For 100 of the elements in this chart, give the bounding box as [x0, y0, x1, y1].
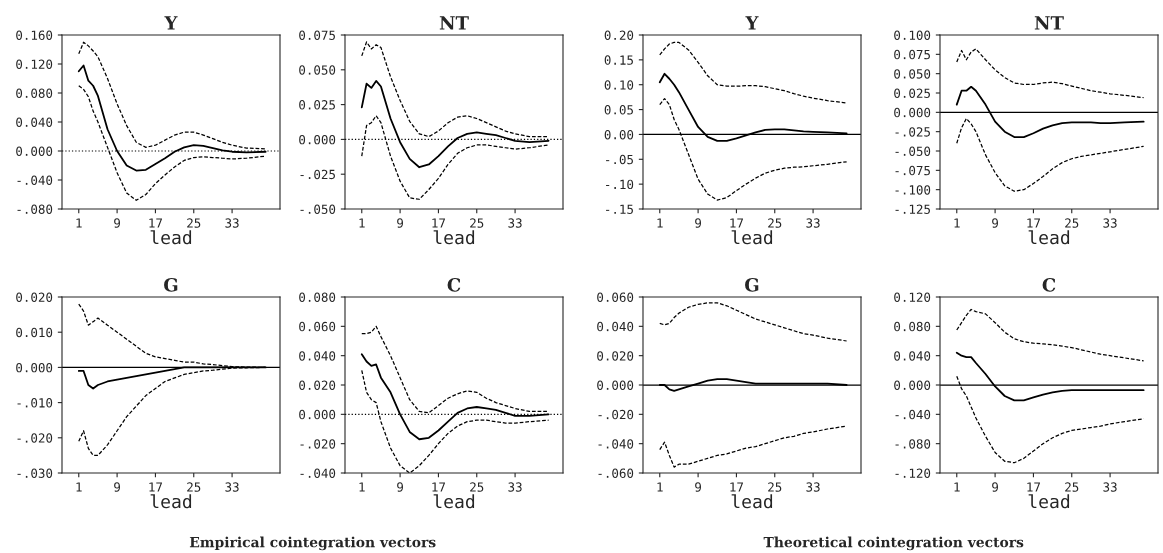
chart-title: Y [164, 16, 178, 30]
y-tick-label: 0.040 [597, 321, 634, 332]
x-tick-label: 17 [730, 218, 744, 228]
x-tick-label: 33 [508, 482, 522, 492]
x-tick-label: 17 [1027, 482, 1041, 492]
x-tick-label: 25 [470, 482, 484, 492]
y-tick-label: 0.20 [604, 30, 634, 40]
x-tick-label: 17 [149, 218, 163, 228]
y-tick-label: 0.120 [16, 59, 53, 69]
y-tick-label: 0.025 [299, 100, 335, 110]
y-tick-label: -.025 [300, 169, 335, 180]
y-tick-label: -.040 [300, 468, 336, 478]
y-tick-label: 0.075 [299, 30, 335, 40]
chart-title: C [1042, 278, 1056, 292]
chart-title: C [447, 278, 461, 292]
x-tick-label: 25 [1065, 218, 1079, 228]
x-tick-label: 17 [432, 218, 446, 228]
y-tick-label: -.040 [17, 175, 53, 185]
x-tick-label: 1 [954, 482, 960, 492]
y-tick-label: 0.000 [16, 146, 53, 156]
x-tick-label: 25 [1065, 482, 1079, 492]
y-tick-label: 0.040 [894, 351, 931, 361]
y-tick-label: -.040 [895, 409, 931, 420]
text: Theoretical cointegration vectors [763, 536, 1024, 551]
y-tick-label: 0.160 [16, 30, 53, 40]
y-tick-label: 0.075 [894, 49, 930, 60]
y-tick-label: 0.000 [299, 409, 336, 420]
y-tick-label: 0.020 [299, 380, 336, 390]
chart-title: NT [439, 16, 469, 30]
y-tick-label: 0.000 [597, 380, 634, 390]
y-tick-label: -.075 [895, 165, 930, 176]
y-tick-label: -.10 [606, 179, 634, 190]
y-tick-label: -.025 [895, 127, 930, 137]
y-tick-label: -.060 [598, 468, 634, 478]
y-tick-label: -.020 [17, 433, 53, 443]
y-tick-label: 0.080 [894, 321, 931, 332]
y-tick-label: -.15 [606, 204, 633, 214]
x-tick-label: 33 [806, 482, 820, 492]
y-tick-label: 0.15 [604, 55, 633, 65]
x-tick-label: 9 [397, 218, 404, 228]
x-tick-label: 33 [225, 218, 239, 228]
x-tick-label: 1 [359, 482, 365, 492]
x-tick-label: 33 [1103, 482, 1117, 492]
y-tick-label: 0.000 [16, 362, 53, 373]
x-axis-title: lead [1028, 494, 1070, 509]
x-tick-label: 1 [657, 482, 663, 492]
y-tick-label: -.080 [17, 204, 53, 214]
y-tick-label: -.100 [895, 185, 931, 195]
x-tick-label: 9 [114, 482, 121, 492]
y-tick-label: 0.040 [16, 117, 53, 127]
x-tick-label: 25 [187, 482, 201, 492]
x-axis-title: lead [433, 494, 475, 509]
x-tick-label: 33 [1103, 218, 1117, 228]
y-tick-label: 0.050 [299, 65, 336, 75]
x-tick-label: 9 [695, 482, 702, 492]
x-tick-label: 33 [225, 482, 239, 492]
y-tick-label: 0.010 [16, 327, 53, 338]
y-tick-label: 0.000 [894, 380, 931, 390]
x-axis-title: lead [1028, 230, 1070, 245]
x-tick-label: 33 [806, 218, 820, 228]
x-tick-label: 1 [359, 218, 365, 228]
y-tick-label: -.120 [895, 468, 931, 478]
x-tick-label: 25 [187, 218, 201, 228]
x-tick-label: 17 [730, 482, 744, 492]
y-tick-label: 0.050 [894, 69, 931, 79]
y-tick-label: 0.000 [894, 107, 931, 118]
x-tick-label: 17 [1027, 218, 1041, 228]
x-tick-label: 33 [508, 218, 522, 228]
x-tick-label: 1 [954, 218, 960, 228]
x-tick-label: 1 [657, 218, 663, 228]
y-tick-label: -.125 [895, 204, 930, 214]
y-tick-label: -.020 [598, 409, 634, 420]
y-tick-label: -.010 [17, 398, 53, 408]
x-axis-title: lead [433, 230, 475, 245]
x-tick-label: 17 [432, 482, 446, 492]
y-tick-label: -.05 [606, 154, 633, 165]
x-tick-label: 25 [768, 482, 782, 492]
y-tick-label: -.080 [895, 439, 931, 449]
y-tick-label: 0.05 [604, 105, 633, 115]
chart-title: G [745, 278, 759, 292]
x-axis-title: lead [150, 230, 192, 245]
y-tick-label: -.040 [598, 439, 634, 449]
y-tick-label: 0.120 [894, 292, 931, 302]
x-tick-label: 25 [470, 218, 484, 228]
x-tick-label: 9 [992, 482, 999, 492]
y-tick-label: -.050 [300, 204, 336, 214]
y-tick-label: -.030 [17, 468, 53, 478]
x-tick-label: 9 [695, 218, 702, 228]
x-axis-title: lead [150, 494, 192, 509]
text: Empirical cointegration vectors [189, 536, 436, 551]
chart-title: Y [745, 16, 759, 30]
y-tick-label: 0.020 [16, 292, 53, 302]
x-tick-label: 9 [114, 218, 121, 228]
x-tick-label: 25 [768, 218, 782, 228]
y-tick-label: 0.020 [597, 351, 634, 361]
y-tick-label: 0.060 [299, 321, 336, 332]
x-axis-title: lead [731, 494, 773, 509]
y-tick-label: 0.10 [604, 80, 634, 90]
y-tick-label: 0.040 [299, 351, 336, 361]
x-tick-label: 17 [149, 482, 163, 492]
